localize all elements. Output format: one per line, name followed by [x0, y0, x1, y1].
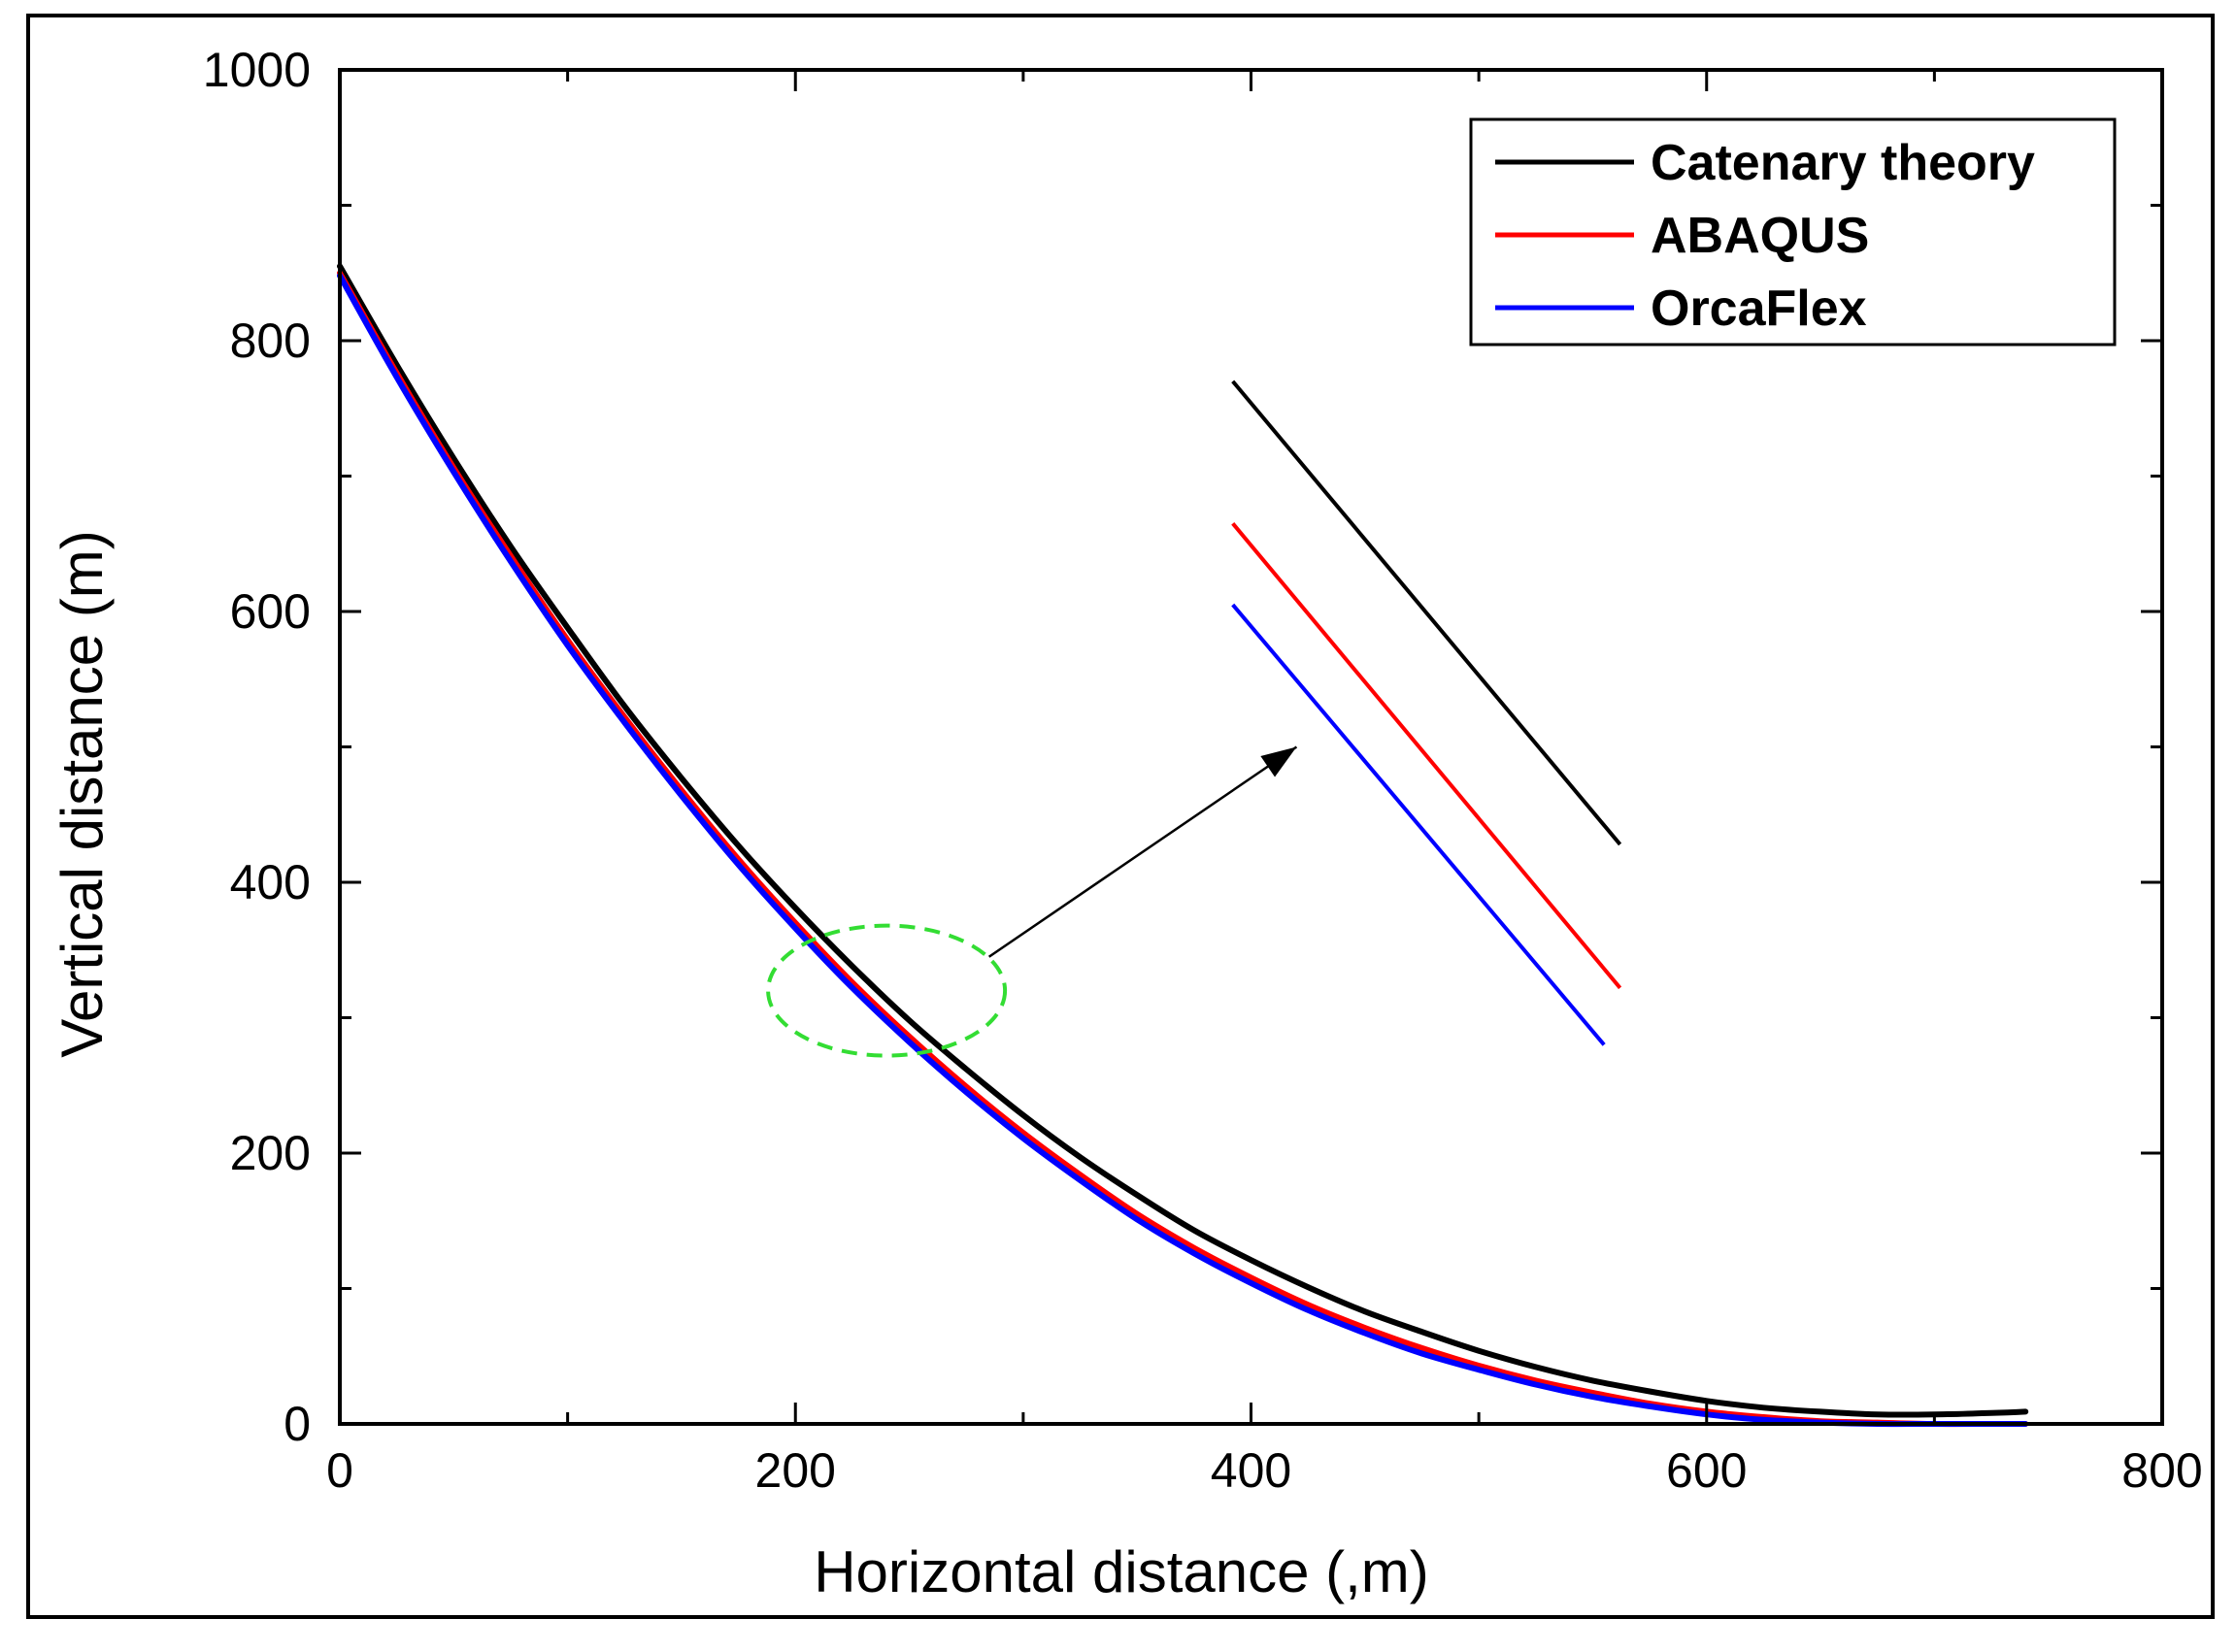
inset-line-abaqus: [1231, 522, 1622, 990]
y-tick-label: 400: [230, 855, 311, 909]
x-tick-label: 600: [1666, 1443, 1747, 1498]
y-tick-label: 200: [230, 1126, 311, 1180]
series-line-catenary-theory: [337, 263, 2029, 1418]
zoom-arrow-head: [1260, 746, 1297, 777]
inset-zoom: [766, 380, 1622, 1058]
x-axis-title: Horizontal distance (,m): [814, 1539, 1429, 1604]
plot-lines: [337, 263, 2029, 1428]
zoom-arrow-line: [987, 745, 1298, 958]
inset-line-catenary-theory: [1231, 380, 1622, 846]
y-tick-label: 600: [230, 584, 311, 639]
legend: Catenary theory ABAQUS OrcaFlex: [1469, 117, 2117, 347]
x-tick-label: 800: [2121, 1443, 2202, 1498]
legend-label: ABAQUS: [1651, 208, 1869, 264]
x-tick-label: 400: [1211, 1443, 1291, 1498]
legend-label: OrcaFlex: [1651, 281, 1867, 337]
y-axis-title: Vertical distance (m): [50, 530, 115, 1058]
x-tick-label: 200: [755, 1443, 836, 1498]
series-line-orcaflex: [337, 273, 2029, 1428]
y-tick-label: 0: [284, 1397, 311, 1451]
legend-label: Catenary theory: [1651, 135, 2035, 191]
inset-line-orcaflex: [1231, 603, 1606, 1046]
zoom-highlight-ellipse: [766, 923, 1008, 1058]
x-tick-label: 0: [326, 1443, 353, 1498]
y-tick-label: 800: [230, 314, 311, 368]
axes: 0 200 400 600 800 0 200 400 600 800 1000: [203, 43, 2203, 1498]
y-tick-label: 1000: [203, 43, 311, 97]
